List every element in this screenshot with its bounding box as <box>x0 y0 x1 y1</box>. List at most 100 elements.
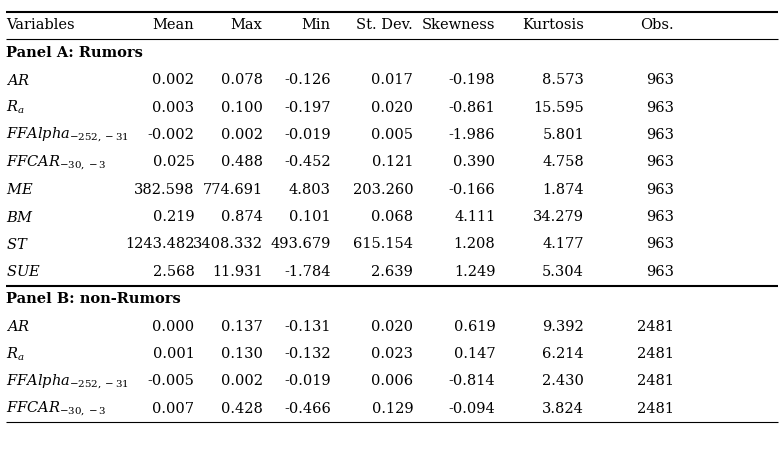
Text: 615.154: 615.154 <box>353 237 413 252</box>
Text: 4.758: 4.758 <box>543 155 584 169</box>
Text: 0.390: 0.390 <box>453 155 495 169</box>
Text: -0.131: -0.131 <box>285 320 331 334</box>
Text: 0.000: 0.000 <box>152 320 194 334</box>
Text: $FFCAR_{-30,-3}$: $FFCAR_{-30,-3}$ <box>6 153 107 172</box>
Text: 0.219: 0.219 <box>153 210 194 224</box>
Text: Panel B: non-Rumors: Panel B: non-Rumors <box>6 292 181 306</box>
Text: $FFAlpha_{-252,-31}$: $FFAlpha_{-252,-31}$ <box>6 126 129 144</box>
Text: 15.595: 15.595 <box>533 101 584 115</box>
Text: 203.260: 203.260 <box>353 183 413 197</box>
Text: 963: 963 <box>646 210 674 224</box>
Text: Skewness: Skewness <box>422 18 495 33</box>
Text: Variables: Variables <box>6 18 75 33</box>
Text: 0.078: 0.078 <box>220 73 263 87</box>
Text: Mean: Mean <box>153 18 194 33</box>
Text: -0.166: -0.166 <box>448 183 495 197</box>
Text: Kurtosis: Kurtosis <box>522 18 584 33</box>
Text: -0.094: -0.094 <box>448 402 495 416</box>
Text: -0.814: -0.814 <box>449 374 495 388</box>
Text: $FFCAR_{-30,-3}$: $FFCAR_{-30,-3}$ <box>6 399 107 418</box>
Text: 2481: 2481 <box>637 347 674 361</box>
Text: 0.023: 0.023 <box>371 347 413 361</box>
Text: 1.208: 1.208 <box>454 237 495 252</box>
Text: 0.001: 0.001 <box>153 347 194 361</box>
Text: 0.129: 0.129 <box>372 402 413 416</box>
Text: 6.214: 6.214 <box>543 347 584 361</box>
Text: 0.017: 0.017 <box>372 73 413 87</box>
Text: 963: 963 <box>646 128 674 142</box>
Text: 382.598: 382.598 <box>134 183 194 197</box>
Text: -0.019: -0.019 <box>285 374 331 388</box>
Text: -0.019: -0.019 <box>285 128 331 142</box>
Text: 963: 963 <box>646 73 674 87</box>
Text: 0.428: 0.428 <box>221 402 263 416</box>
Text: 3408.332: 3408.332 <box>193 237 263 252</box>
Text: 963: 963 <box>646 101 674 115</box>
Text: 1.874: 1.874 <box>543 183 584 197</box>
Text: $AR$: $AR$ <box>6 319 31 334</box>
Text: Max: Max <box>230 18 263 33</box>
Text: 0.101: 0.101 <box>289 210 331 224</box>
Text: 0.006: 0.006 <box>371 374 413 388</box>
Text: 5.801: 5.801 <box>543 128 584 142</box>
Text: $R_a$: $R_a$ <box>6 346 25 362</box>
Text: 2.568: 2.568 <box>153 265 194 279</box>
Text: 1.249: 1.249 <box>454 265 495 279</box>
Text: 0.002: 0.002 <box>220 128 263 142</box>
Text: 493.679: 493.679 <box>270 237 331 252</box>
Text: St. Dev.: St. Dev. <box>357 18 413 33</box>
Text: 2.639: 2.639 <box>372 265 413 279</box>
Text: -0.198: -0.198 <box>449 73 495 87</box>
Text: 4.803: 4.803 <box>289 183 331 197</box>
Text: 9.392: 9.392 <box>543 320 584 334</box>
Text: 1243.482: 1243.482 <box>125 237 194 252</box>
Text: -0.126: -0.126 <box>285 73 331 87</box>
Text: 0.005: 0.005 <box>371 128 413 142</box>
Text: 0.003: 0.003 <box>152 101 194 115</box>
Text: $ME$: $ME$ <box>6 182 34 197</box>
Text: -0.132: -0.132 <box>285 347 331 361</box>
Text: $R_a$: $R_a$ <box>6 99 25 116</box>
Text: 0.068: 0.068 <box>371 210 413 224</box>
Text: 2481: 2481 <box>637 374 674 388</box>
Text: 0.100: 0.100 <box>221 101 263 115</box>
Text: 0.121: 0.121 <box>372 155 413 169</box>
Text: -1.986: -1.986 <box>449 128 495 142</box>
Text: 2481: 2481 <box>637 320 674 334</box>
Text: 8.573: 8.573 <box>543 73 584 87</box>
Text: $AR$: $AR$ <box>6 73 31 88</box>
Text: 4.111: 4.111 <box>454 210 495 224</box>
Text: 963: 963 <box>646 237 674 252</box>
Text: $SUE$: $SUE$ <box>6 264 41 279</box>
Text: 0.020: 0.020 <box>371 320 413 334</box>
Text: 0.619: 0.619 <box>454 320 495 334</box>
Text: $FFAlpha_{-252,-31}$: $FFAlpha_{-252,-31}$ <box>6 372 129 391</box>
Text: Min: Min <box>302 18 331 33</box>
Text: 963: 963 <box>646 265 674 279</box>
Text: 0.002: 0.002 <box>152 73 194 87</box>
Text: 963: 963 <box>646 155 674 169</box>
Text: -0.002: -0.002 <box>147 128 194 142</box>
Text: 5.304: 5.304 <box>543 265 584 279</box>
Text: 3.824: 3.824 <box>543 402 584 416</box>
Text: -0.197: -0.197 <box>285 101 331 115</box>
Text: 0.002: 0.002 <box>220 374 263 388</box>
Text: 963: 963 <box>646 183 674 197</box>
Text: 34.279: 34.279 <box>533 210 584 224</box>
Text: 4.177: 4.177 <box>543 237 584 252</box>
Text: 0.130: 0.130 <box>221 347 263 361</box>
Text: $ST$: $ST$ <box>6 237 29 252</box>
Text: 0.147: 0.147 <box>454 347 495 361</box>
Text: Obs.: Obs. <box>641 18 674 33</box>
Text: 0.137: 0.137 <box>221 320 263 334</box>
Text: 774.691: 774.691 <box>202 183 263 197</box>
Text: -0.452: -0.452 <box>285 155 331 169</box>
Text: -0.005: -0.005 <box>147 374 194 388</box>
Text: -0.466: -0.466 <box>284 402 331 416</box>
Text: 0.488: 0.488 <box>220 155 263 169</box>
Text: 2481: 2481 <box>637 402 674 416</box>
Text: 11.931: 11.931 <box>212 265 263 279</box>
Text: $BM$: $BM$ <box>6 210 34 225</box>
Text: -1.784: -1.784 <box>285 265 331 279</box>
Text: 2.430: 2.430 <box>543 374 584 388</box>
